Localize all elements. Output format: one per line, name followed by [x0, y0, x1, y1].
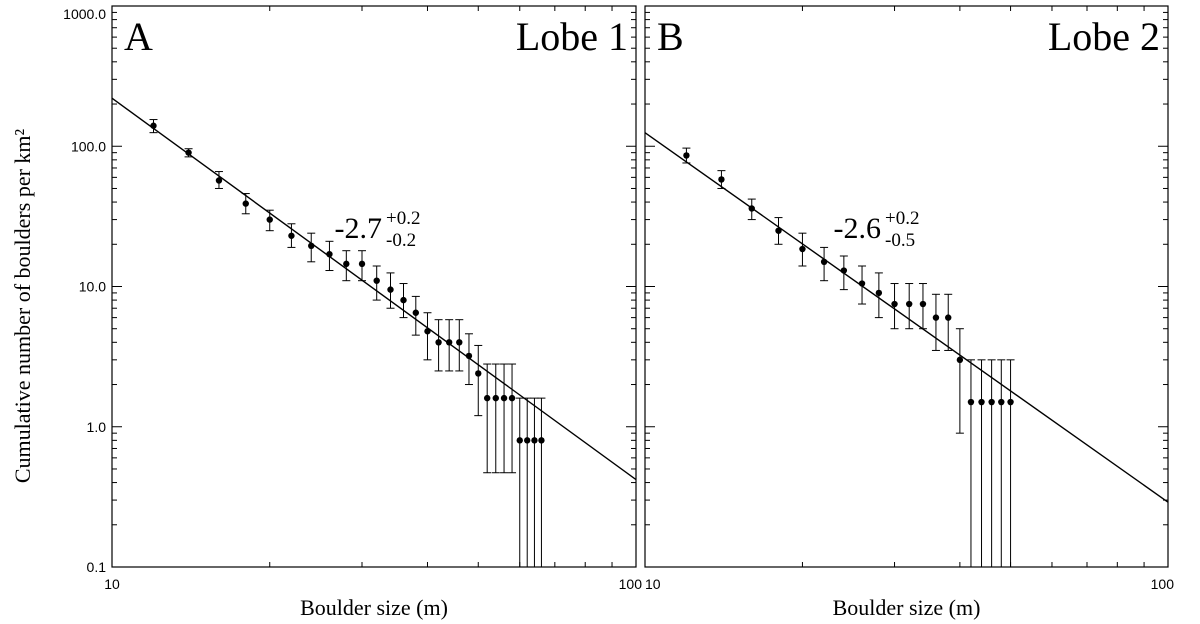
power-law-fit-line [644, 132, 1169, 503]
data-point [524, 437, 531, 444]
panel-letter: B [657, 14, 684, 59]
slope-lower-error: -0.5 [885, 230, 915, 251]
data-point [875, 289, 883, 297]
data-point [445, 339, 453, 346]
data-point [492, 394, 499, 402]
data-point [412, 309, 420, 316]
data-point [945, 314, 952, 321]
data-point [988, 398, 995, 406]
y-tick-label: 100.0 [71, 138, 106, 154]
x-tick-label: 10 [645, 576, 661, 592]
data-point [905, 300, 913, 308]
data-point [242, 200, 249, 207]
slope-upper-error: +0.2 [386, 208, 420, 229]
data-point [820, 258, 828, 266]
data-point [358, 260, 366, 268]
data-point [538, 437, 545, 444]
data-point [932, 314, 940, 321]
data-point [978, 398, 985, 406]
panel-a: 10 100 0.1 1.0 10.0 100.0 1000.0 Boulder size (… [63, 5, 643, 620]
data-point [508, 394, 516, 402]
data-point [891, 300, 898, 308]
data-point [435, 339, 442, 346]
x-axis-label: Boulder size (m) [300, 595, 448, 620]
data-point [799, 245, 806, 253]
panel-title: Lobe 2 [1048, 14, 1160, 59]
slope-value: -2.7 [335, 212, 383, 245]
panel-b: 10 100 Boulder size (m) B Lobe 2 -2.6 +0.2-0.5 [644, 5, 1175, 620]
data-point [919, 300, 927, 308]
data-point [185, 149, 192, 156]
data-point [400, 296, 407, 304]
data-point [748, 205, 755, 212]
plot-frame [644, 5, 1169, 568]
data-point [531, 437, 538, 444]
data-point [998, 398, 1005, 406]
data-point [266, 216, 273, 223]
data-point [1007, 398, 1014, 406]
data-point [683, 152, 690, 159]
data-point [215, 177, 223, 184]
data-point [373, 277, 380, 284]
data-point [343, 260, 350, 268]
data-point [308, 242, 315, 250]
data-point [288, 232, 295, 239]
data-point [500, 394, 508, 402]
data-point [475, 370, 482, 377]
x-axis-label: Boulder size (m) [833, 595, 981, 620]
figure-ylabel: Cumulative number of boulders per km² [10, 128, 35, 483]
slope-value: -2.6 [834, 212, 882, 245]
data-point [326, 250, 333, 258]
data-point [956, 356, 964, 364]
data-point [840, 267, 848, 274]
slope-lower-error: -0.2 [386, 230, 416, 251]
data-point [516, 437, 523, 444]
data-point [718, 176, 725, 183]
data-point [967, 398, 975, 406]
data-point [150, 122, 157, 129]
data-point [387, 286, 394, 293]
y-tick-label: 1.0 [87, 419, 107, 435]
data-point [465, 352, 473, 360]
x-tick-label: 100 [1151, 576, 1175, 592]
x-tick-label: 10 [104, 576, 120, 592]
power-law-fit-line [111, 97, 637, 481]
plot-frame [111, 5, 637, 568]
x-tick-label: 100 [619, 576, 643, 592]
data-point [483, 394, 491, 402]
y-tick-label: 10.0 [79, 279, 106, 295]
slope-upper-error: +0.2 [885, 208, 919, 229]
panel-letter: A [124, 14, 153, 59]
data-point [858, 280, 866, 287]
data-point [775, 227, 782, 234]
data-point [456, 339, 463, 346]
y-tick-label: 0.1 [87, 559, 107, 575]
panel-title: Lobe 1 [516, 14, 628, 59]
data-point [424, 328, 431, 335]
y-tick-label: 1000.0 [63, 6, 106, 22]
